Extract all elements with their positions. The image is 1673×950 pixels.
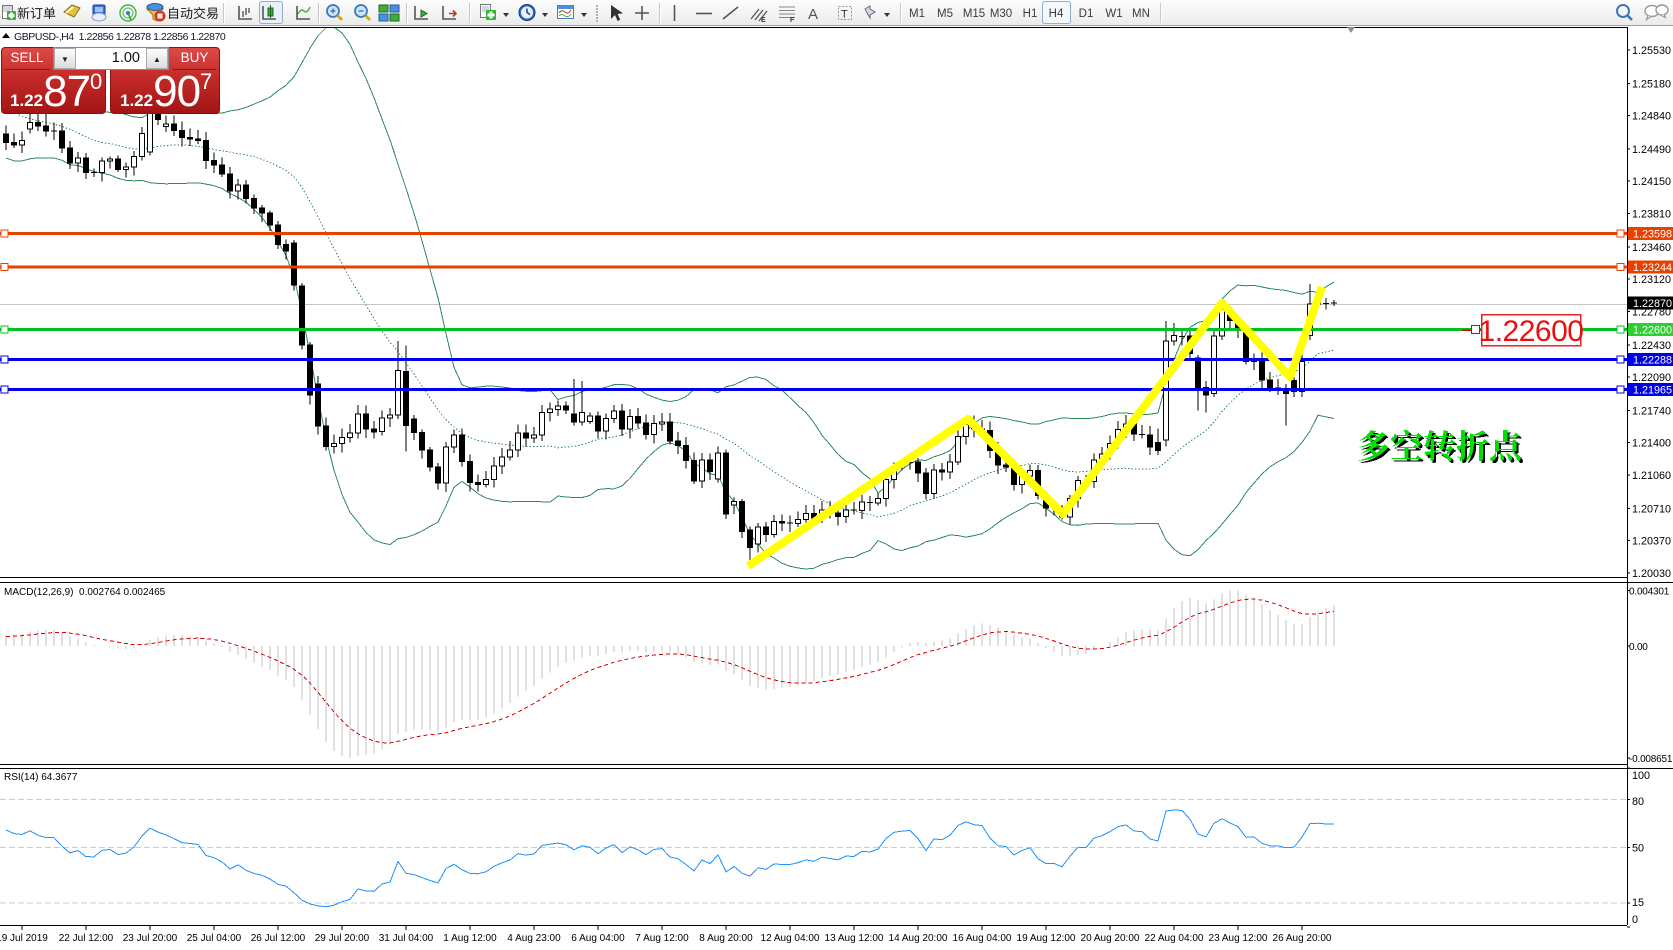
- svg-text:1.23460: 1.23460: [1632, 242, 1671, 254]
- svg-text:0.00: 0.00: [1629, 642, 1648, 653]
- svg-text:1.23120: 1.23120: [1632, 274, 1671, 286]
- svg-text:1.22090: 1.22090: [1632, 372, 1671, 384]
- svg-text:22 Jul 12:00: 22 Jul 12:00: [59, 933, 114, 944]
- svg-text:23 Jul 20:00: 23 Jul 20:00: [123, 933, 178, 944]
- svg-text:29 Jul 20:00: 29 Jul 20:00: [315, 933, 370, 944]
- svg-text:1.22600: 1.22600: [1479, 315, 1584, 348]
- svg-text:1.23810: 1.23810: [1632, 209, 1671, 221]
- svg-text:20 Aug 20:00: 20 Aug 20:00: [1081, 933, 1140, 944]
- svg-text:8 Aug 20:00: 8 Aug 20:00: [699, 933, 753, 944]
- svg-text:14 Aug 20:00: 14 Aug 20:00: [889, 933, 948, 944]
- svg-text:25 Jul 04:00: 25 Jul 04:00: [187, 933, 242, 944]
- svg-text:0.004301: 0.004301: [1629, 586, 1670, 597]
- svg-text:1.25530: 1.25530: [1632, 45, 1671, 57]
- svg-text:MACD(12,26,9) 0.002764 0.0024: MACD(12,26,9) 0.002764 0.002465: [4, 587, 166, 598]
- svg-text:1.23598: 1.23598: [1633, 229, 1672, 241]
- svg-text:23 Aug 12:00: 23 Aug 12:00: [1209, 933, 1268, 944]
- svg-text:26 Jul 12:00: 26 Jul 12:00: [251, 933, 306, 944]
- svg-text:12 Aug 04:00: 12 Aug 04:00: [761, 933, 820, 944]
- svg-text:1.24150: 1.24150: [1632, 176, 1671, 188]
- svg-text:1.22288: 1.22288: [1633, 355, 1672, 367]
- svg-text:19 Aug 12:00: 19 Aug 12:00: [1017, 933, 1076, 944]
- svg-text:7 Aug 12:00: 7 Aug 12:00: [635, 933, 689, 944]
- svg-text:0: 0: [1632, 914, 1638, 926]
- svg-text:F: F: [790, 17, 795, 24]
- svg-text:M30: M30: [990, 8, 1012, 20]
- svg-text:1.23244: 1.23244: [1633, 262, 1672, 274]
- svg-text:1.20030: 1.20030: [1632, 568, 1671, 580]
- svg-text:-0.008651: -0.008651: [1629, 754, 1673, 765]
- svg-text:26 Aug 20:00: 26 Aug 20:00: [1273, 933, 1332, 944]
- svg-text:1.20370: 1.20370: [1632, 536, 1671, 548]
- svg-text:80: 80: [1632, 796, 1644, 808]
- svg-text:H4: H4: [1049, 8, 1064, 20]
- svg-text:100: 100: [1632, 770, 1650, 782]
- svg-text:31 Jul 04:00: 31 Jul 04:00: [379, 933, 434, 944]
- svg-text:W1: W1: [1105, 8, 1122, 20]
- svg-text:E: E: [761, 17, 766, 24]
- svg-text:1.21965: 1.21965: [1633, 385, 1672, 397]
- svg-text:22 Aug 04:00: 22 Aug 04:00: [1145, 933, 1204, 944]
- svg-text:H1: H1: [1023, 8, 1038, 20]
- svg-text:1.22600: 1.22600: [1633, 325, 1672, 337]
- svg-text:MN: MN: [1132, 8, 1150, 20]
- svg-text:6 Aug 04:00: 6 Aug 04:00: [571, 933, 625, 944]
- svg-text:1 Aug 12:00: 1 Aug 12:00: [443, 933, 497, 944]
- svg-text:15: 15: [1632, 897, 1644, 909]
- svg-text:M1: M1: [909, 8, 925, 20]
- svg-text:1.21060: 1.21060: [1632, 470, 1671, 482]
- svg-text:1.24490: 1.24490: [1632, 144, 1671, 156]
- svg-text:19 Jul 2019: 19 Jul 2019: [0, 933, 48, 944]
- svg-text:1.20710: 1.20710: [1632, 503, 1671, 515]
- svg-text:50: 50: [1632, 842, 1644, 854]
- svg-text:16 Aug 04:00: 16 Aug 04:00: [953, 933, 1012, 944]
- svg-text:1.21400: 1.21400: [1632, 438, 1671, 450]
- svg-text:1.21740: 1.21740: [1632, 405, 1671, 417]
- svg-text:RSI(14) 64.3677: RSI(14) 64.3677: [4, 772, 78, 783]
- svg-text:13 Aug 12:00: 13 Aug 12:00: [825, 933, 884, 944]
- svg-text:1.22870: 1.22870: [1633, 298, 1672, 310]
- svg-text:M5: M5: [937, 8, 953, 20]
- svg-text:1.22430: 1.22430: [1632, 340, 1671, 352]
- svg-text:4 Aug 23:00: 4 Aug 23:00: [507, 933, 561, 944]
- svg-text:T: T: [841, 9, 848, 21]
- svg-text:1.24840: 1.24840: [1632, 111, 1671, 123]
- svg-text:D1: D1: [1079, 8, 1094, 20]
- svg-text:1.25180: 1.25180: [1632, 78, 1671, 90]
- svg-text:M15: M15: [963, 8, 985, 20]
- svg-text:A: A: [808, 6, 818, 23]
